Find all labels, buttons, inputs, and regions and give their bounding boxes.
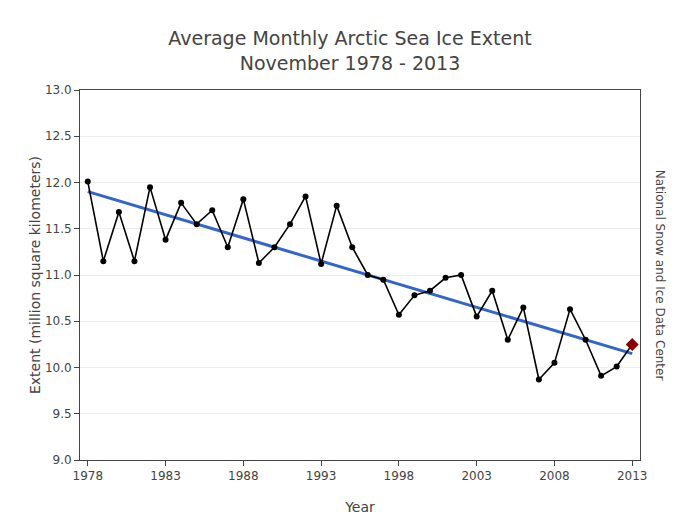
svg-text:11.0: 11.0 bbox=[45, 268, 72, 282]
svg-text:2013: 2013 bbox=[617, 469, 648, 483]
svg-text:1998: 1998 bbox=[384, 469, 415, 483]
svg-text:National Snow and Ice Data Cen: National Snow and Ice Data Center bbox=[653, 170, 667, 381]
svg-text:1993: 1993 bbox=[306, 469, 337, 483]
svg-text:10.5: 10.5 bbox=[45, 314, 72, 328]
svg-text:2003: 2003 bbox=[461, 469, 492, 483]
svg-text:2008: 2008 bbox=[539, 469, 570, 483]
svg-text:1988: 1988 bbox=[228, 469, 259, 483]
svg-text:Average Monthly Arctic Sea Ice: Average Monthly Arctic Sea Ice ExtentNov… bbox=[168, 27, 531, 74]
svg-text:9.5: 9.5 bbox=[53, 407, 72, 421]
svg-text:13.0: 13.0 bbox=[45, 83, 72, 97]
svg-text:12.0: 12.0 bbox=[45, 176, 72, 190]
svg-text:1983: 1983 bbox=[150, 469, 181, 483]
svg-text:Extent (million square kilomet: Extent (million square kilometers) bbox=[27, 156, 43, 394]
svg-text:9.0: 9.0 bbox=[53, 453, 72, 467]
svg-text:Year: Year bbox=[344, 499, 375, 515]
svg-text:11.5: 11.5 bbox=[45, 222, 72, 236]
svg-text:10.0: 10.0 bbox=[45, 361, 72, 375]
svg-text:1978: 1978 bbox=[73, 469, 104, 483]
svg-text:12.5: 12.5 bbox=[45, 129, 72, 143]
